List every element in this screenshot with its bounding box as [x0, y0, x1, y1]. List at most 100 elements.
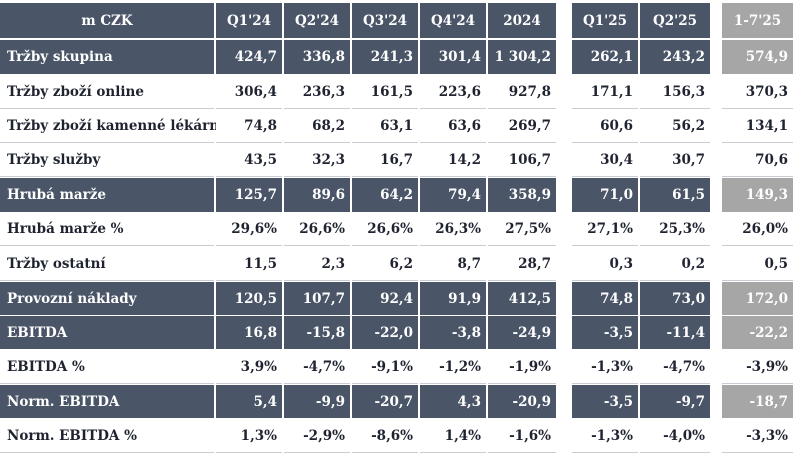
table-cell: 241,3 — [352, 40, 418, 74]
table-cell: 0,2 — [640, 247, 710, 281]
row-label: Norm. EBITDA — [0, 385, 214, 418]
table-cell: 11,5 — [216, 247, 282, 281]
table-cell: 14,2 — [420, 144, 486, 177]
table-cell: 223,6 — [420, 75, 486, 109]
table-cell: 134,1 — [722, 110, 793, 143]
row-label: Provozní náklady — [0, 282, 214, 315]
header-label: m CZK — [0, 3, 214, 38]
table-cell: -20,7 — [352, 385, 418, 418]
table-cell: 27,5% — [488, 213, 556, 246]
table-cell: 412,5 — [488, 282, 556, 315]
table-cell: -3,3% — [722, 419, 793, 453]
table-cell: 63,1 — [352, 110, 418, 143]
table-cell: 574,9 — [722, 40, 793, 74]
table-cell: 3,9% — [216, 350, 282, 384]
table-cell: 89,6 — [284, 178, 350, 212]
table-cell: -4,0% — [640, 419, 710, 453]
table-cell: -8,6% — [352, 419, 418, 453]
table-cell: 64,2 — [352, 178, 418, 212]
table-cell: -2,9% — [284, 419, 350, 453]
table-cell: 25,3% — [640, 213, 710, 246]
table-cell: 424,7 — [216, 40, 282, 74]
table-cell: -20,9 — [488, 385, 556, 418]
table-cell: -1,2% — [420, 350, 486, 384]
table-cell: 125,7 — [216, 178, 282, 212]
table-cell: 30,4 — [572, 144, 638, 177]
table-cell: -1,3% — [572, 419, 638, 453]
table-cell: -22,0 — [352, 316, 418, 349]
table-cell: 8,7 — [420, 247, 486, 281]
table-cell: 26,0% — [722, 213, 793, 246]
header-col-0: Q1'24 — [216, 3, 282, 38]
row-label: Tržby zboží online — [0, 75, 214, 109]
table-cell: 2,3 — [284, 247, 350, 281]
table-cell: 262,1 — [572, 40, 638, 74]
table-cell: 91,9 — [420, 282, 486, 315]
table-cell: -9,7 — [640, 385, 710, 418]
table-cell: 92,4 — [352, 282, 418, 315]
table-cell: -9,9 — [284, 385, 350, 418]
table-cell: 156,3 — [640, 75, 710, 109]
table-cell: 1 304,2 — [488, 40, 556, 74]
table-cell: 106,7 — [488, 144, 556, 177]
table-cell: 306,4 — [216, 75, 282, 109]
table-cell: 16,8 — [216, 316, 282, 349]
table-cell: 358,9 — [488, 178, 556, 212]
row-label: Tržby zboží kamenné lékárny — [0, 110, 227, 143]
table-cell: 68,2 — [284, 110, 350, 143]
table-cell: 4,3 — [420, 385, 486, 418]
table-cell: 107,7 — [284, 282, 350, 315]
table-cell: -24,9 — [488, 316, 556, 349]
header-col-7: 1-7'25 — [722, 3, 793, 38]
table-cell: 336,8 — [284, 40, 350, 74]
table-cell: 74,8 — [216, 110, 282, 143]
row-label: Tržby služby — [0, 144, 214, 177]
table-cell: 61,5 — [640, 178, 710, 212]
table-cell: 26,6% — [352, 213, 418, 246]
header-col-3: Q4'24 — [420, 3, 486, 38]
table-cell: 269,7 — [488, 110, 556, 143]
row-label: EBITDA — [0, 316, 214, 349]
table-cell: 43,5 — [216, 144, 282, 177]
table-cell: -3,5 — [572, 385, 638, 418]
table-cell: 32,3 — [284, 144, 350, 177]
header-col-2: Q3'24 — [352, 3, 418, 38]
table-cell: -4,7% — [284, 350, 350, 384]
table-cell: 243,2 — [640, 40, 710, 74]
table-cell: 6,2 — [352, 247, 418, 281]
table-cell: 0,3 — [572, 247, 638, 281]
header-col-4: 2024 — [488, 3, 556, 38]
table-cell: 161,5 — [352, 75, 418, 109]
table-cell: 149,3 — [722, 178, 793, 212]
table-cell: 5,4 — [216, 385, 282, 418]
table-cell: -1,9% — [488, 350, 556, 384]
table-cell: 60,6 — [572, 110, 638, 143]
table-cell: 172,0 — [722, 282, 793, 315]
table-cell: -3,5 — [572, 316, 638, 349]
row-label: Norm. EBITDA % — [0, 419, 214, 453]
table-cell: 26,6% — [284, 213, 350, 246]
table-cell: 74,8 — [572, 282, 638, 315]
table-cell: 1,4% — [420, 419, 486, 453]
row-label: Tržby ostatní — [0, 247, 214, 281]
table-cell: -3,8 — [420, 316, 486, 349]
row-label: Hrubá marže % — [0, 213, 214, 246]
table-cell: 29,6% — [216, 213, 282, 246]
table-cell: -1,6% — [488, 419, 556, 453]
row-label: EBITDA % — [0, 350, 214, 384]
table-cell: 70,6 — [722, 144, 793, 177]
header-col-5: Q1'25 — [572, 3, 638, 38]
table-cell: 236,3 — [284, 75, 350, 109]
table-cell: 16,7 — [352, 144, 418, 177]
table-cell: -11,4 — [640, 316, 710, 349]
table-cell: 28,7 — [488, 247, 556, 281]
table-cell: -15,8 — [284, 316, 350, 349]
table-cell: 56,2 — [640, 110, 710, 143]
table-cell: 171,1 — [572, 75, 638, 109]
table-cell: 73,0 — [640, 282, 710, 315]
row-label: Hrubá marže — [0, 178, 214, 212]
table-cell: -9,1% — [352, 350, 418, 384]
table-cell: 71,0 — [572, 178, 638, 212]
table-cell: 27,1% — [572, 213, 638, 246]
